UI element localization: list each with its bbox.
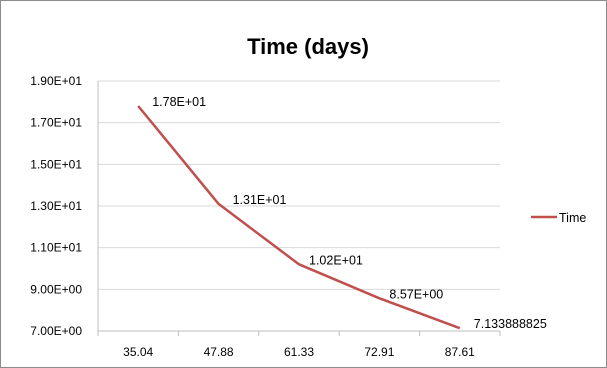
x-tick-label: 35.04 — [123, 345, 153, 359]
x-tick-label: 61.33 — [284, 345, 314, 359]
legend-label: Time — [559, 211, 586, 225]
legend: Time — [531, 211, 586, 225]
y-tick-label: 9.00E+00 — [30, 282, 82, 296]
series-lines — [137, 105, 461, 330]
x-tick-label: 47.88 — [204, 345, 234, 359]
data-label: 7.133888825 — [474, 317, 547, 331]
y-tick-label: 1.90E+01 — [30, 74, 82, 88]
data-label: 1.31E+01 — [233, 193, 287, 207]
x-tick-label: 72.91 — [364, 345, 394, 359]
y-tick-label: 1.50E+01 — [30, 157, 82, 171]
y-tick-label: 1.70E+01 — [30, 116, 82, 130]
data-label: 1.02E+01 — [309, 253, 363, 267]
data-label: 1.78E+01 — [152, 95, 206, 109]
y-tick-label: 1.10E+01 — [30, 241, 82, 255]
chart-title: Time (days) — [247, 34, 369, 59]
x-axis-tick-labels: 35.04 47.88 61.33 72.91 87.61 — [123, 345, 475, 359]
y-tick-label: 1.30E+01 — [30, 199, 82, 213]
gridlines — [98, 80, 500, 290]
data-labels: 1.78E+01 1.31E+01 1.02E+01 8.57E+00 7.133888… — [152, 95, 547, 331]
y-tick-label: 7.00E+00 — [30, 324, 82, 338]
series-line-time — [137, 105, 461, 330]
data-label: 8.57E+00 — [389, 287, 443, 301]
y-axis-tick-labels: 7.00E+00 9.00E+00 1.10E+01 1.30E+01 1.50E+01… — [30, 74, 82, 338]
x-tick-label: 87.61 — [445, 345, 475, 359]
axes — [97, 81, 501, 336]
